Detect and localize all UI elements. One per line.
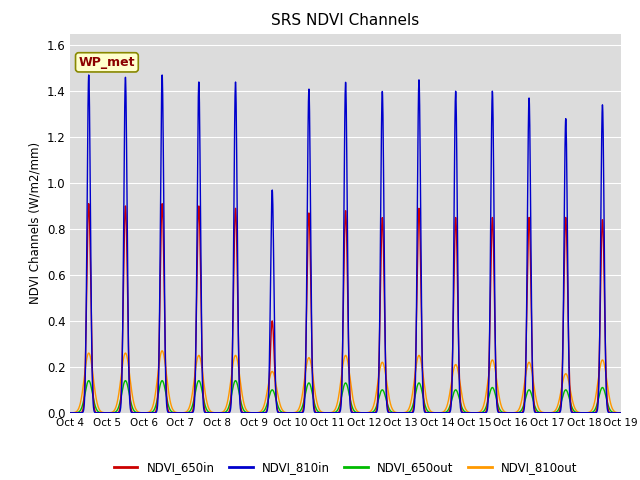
Title: SRS NDVI Channels: SRS NDVI Channels [271,13,420,28]
Y-axis label: NDVI Channels (W/m2/mm): NDVI Channels (W/m2/mm) [28,142,41,304]
Text: WP_met: WP_met [79,56,135,69]
Legend: NDVI_650in, NDVI_810in, NDVI_650out, NDVI_810out: NDVI_650in, NDVI_810in, NDVI_650out, NDV… [109,456,582,479]
